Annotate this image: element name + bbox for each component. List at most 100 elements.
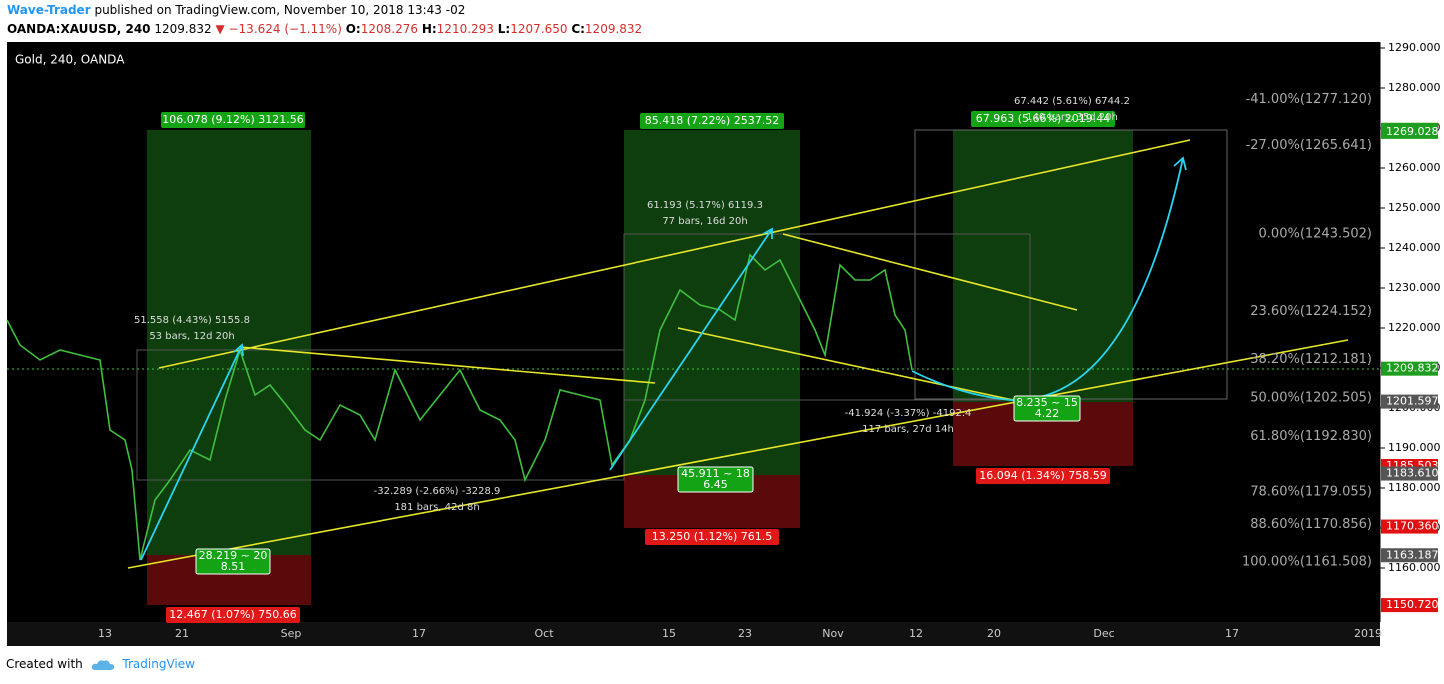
date-label: 21 xyxy=(175,627,189,640)
fib-level: 23.60%(1224.152) xyxy=(1250,304,1372,319)
stop-badge xyxy=(976,468,1110,484)
price-marker-label: 1170.360 xyxy=(1386,520,1439,533)
fib-level: 88.60%(1170.856) xyxy=(1250,517,1372,532)
triangle-top xyxy=(239,346,656,384)
chart: Gold, 240, OANDA 1290.0001280.0001270.00… xyxy=(6,41,1441,646)
date-label: 23 xyxy=(738,627,752,640)
arrow xyxy=(609,228,773,471)
quote-line: OANDA:XAUUSD, 240 1209.832 ▼ −13.624 (−1… xyxy=(7,22,642,36)
measure-bars: 53 bars, 12d 20h xyxy=(149,331,234,342)
published: published on TradingView.com, November 1… xyxy=(94,3,466,17)
channel-top xyxy=(158,139,1191,369)
rr-label: 4.22 xyxy=(1035,407,1060,420)
price-label: 1180.000 xyxy=(1388,481,1441,494)
ratio-badge xyxy=(1013,395,1081,422)
low-label: L: xyxy=(497,22,511,36)
price-marker xyxy=(1381,519,1438,534)
fib-level: 61.80%(1192.830) xyxy=(1250,429,1372,444)
price-marker-label: 1201.597 xyxy=(1386,395,1439,408)
price-marker xyxy=(1381,361,1438,376)
measure-box xyxy=(623,233,1031,401)
low: 1207.650 xyxy=(510,22,568,36)
date-label: 12 xyxy=(909,627,923,640)
ratio-badge xyxy=(195,548,271,575)
fib-level: 78.60%(1179.055) xyxy=(1250,484,1372,499)
price-marker xyxy=(1381,394,1438,409)
target-label: 106.078 (9.12%) 3121.56 xyxy=(162,113,304,126)
high-label: H: xyxy=(421,22,437,36)
open: 1208.276 xyxy=(360,22,418,36)
price-marker-label: 1269.028 xyxy=(1386,125,1439,138)
price-label: 1240.000 xyxy=(1388,241,1441,254)
stop-label: 12.467 (1.07%) 750.66 xyxy=(169,608,297,621)
price-label: 1220.000 xyxy=(1388,321,1441,334)
measure-change: 67.442 (5.61%) 6744.2 xyxy=(1014,96,1130,107)
change: ▼ −13.624 (−1.11%) xyxy=(215,22,342,36)
measure-change: -41.924 (-3.37%) -4192.4 xyxy=(845,408,972,419)
target-badge xyxy=(161,112,305,128)
close: 1209.832 xyxy=(584,22,643,36)
price-label: 1230.000 xyxy=(1388,281,1441,294)
date-label: 13 xyxy=(98,627,112,640)
measure-change: 51.558 (4.43%) 5155.8 xyxy=(134,315,250,326)
measure-change: -32.289 (-2.66%) -3228.9 xyxy=(374,486,501,497)
price-label: 1280.000 xyxy=(1388,81,1441,94)
arrow xyxy=(140,344,243,561)
wedge-top xyxy=(782,233,1078,311)
author[interactable]: Wave-Trader xyxy=(7,3,91,17)
close-label: C: xyxy=(571,22,585,36)
target-label: 85.418 (7.22%) 2537.52 xyxy=(645,114,780,127)
arrow-head xyxy=(762,227,773,239)
price-marker-label: 1163.187 xyxy=(1386,548,1439,561)
measure-change: 61.193 (5.17%) 6119.3 xyxy=(647,200,763,211)
target-zone xyxy=(147,130,311,555)
measure-box xyxy=(136,349,625,481)
fib-level: -41.00%(1277.120) xyxy=(1246,92,1372,107)
footer: Created with TradingView xyxy=(6,657,195,672)
created-with: Created with xyxy=(6,657,83,671)
fib-level: 100.00%(1161.508) xyxy=(1242,554,1372,569)
arrow-head xyxy=(233,343,244,357)
price-marker xyxy=(1381,124,1438,139)
price-marker xyxy=(1381,466,1438,481)
rr-label: 8.51 xyxy=(221,560,246,573)
date-label: 15 xyxy=(662,627,676,640)
date-label: 2019 xyxy=(1354,627,1382,640)
ratio-label: 8.235 ~ 15 xyxy=(1016,396,1078,409)
price-marker xyxy=(1381,598,1438,613)
price-path xyxy=(6,253,913,561)
arrow-head xyxy=(1173,156,1187,171)
ratio-label: 45.911 ~ 18 xyxy=(681,467,750,480)
fib-level: 0.00%(1243.502) xyxy=(1259,226,1372,241)
stop-label: 16.094 (1.34%) 758.59 xyxy=(979,469,1107,482)
publish-line: Wave-Trader published on TradingView.com… xyxy=(7,3,465,17)
open-label: O: xyxy=(345,22,361,36)
target-zone xyxy=(953,130,1133,402)
projection-curve xyxy=(911,157,1184,401)
last: 1209.832 xyxy=(154,22,212,36)
date-label: 17 xyxy=(1225,627,1239,640)
price-label: 1260.000 xyxy=(1388,161,1441,174)
price-label: 1290.000 xyxy=(1388,41,1441,54)
wedge-bottom xyxy=(677,327,1014,401)
date-label: Dec xyxy=(1093,627,1114,640)
price-label: 1250.000 xyxy=(1388,201,1441,214)
price-marker xyxy=(1381,548,1438,563)
measure-bars: 117 bars, 27d 14h xyxy=(862,424,954,435)
target-badge xyxy=(971,111,1115,127)
price-label: 1190.000 xyxy=(1388,441,1441,454)
legend: Gold, 240, OANDA xyxy=(15,53,125,67)
price-marker-label: 1209.832 xyxy=(1386,362,1439,375)
symbol: OANDA:XAUUSD, 240 xyxy=(7,22,151,36)
channel-bottom xyxy=(127,339,1349,569)
ratio-badge xyxy=(677,466,754,493)
fib-level: 38.20%(1212.181) xyxy=(1250,352,1372,367)
measure-bars: 77 bars, 16d 20h xyxy=(662,216,747,227)
date-label: Oct xyxy=(534,627,554,640)
ratio-label: 28.219 ~ 20 xyxy=(199,549,268,562)
fib-level: 50.00%(1202.505) xyxy=(1250,390,1372,405)
brand[interactable]: TradingView xyxy=(122,657,195,671)
cloud-icon xyxy=(91,659,114,670)
price-label: 1160.000 xyxy=(1388,561,1441,574)
